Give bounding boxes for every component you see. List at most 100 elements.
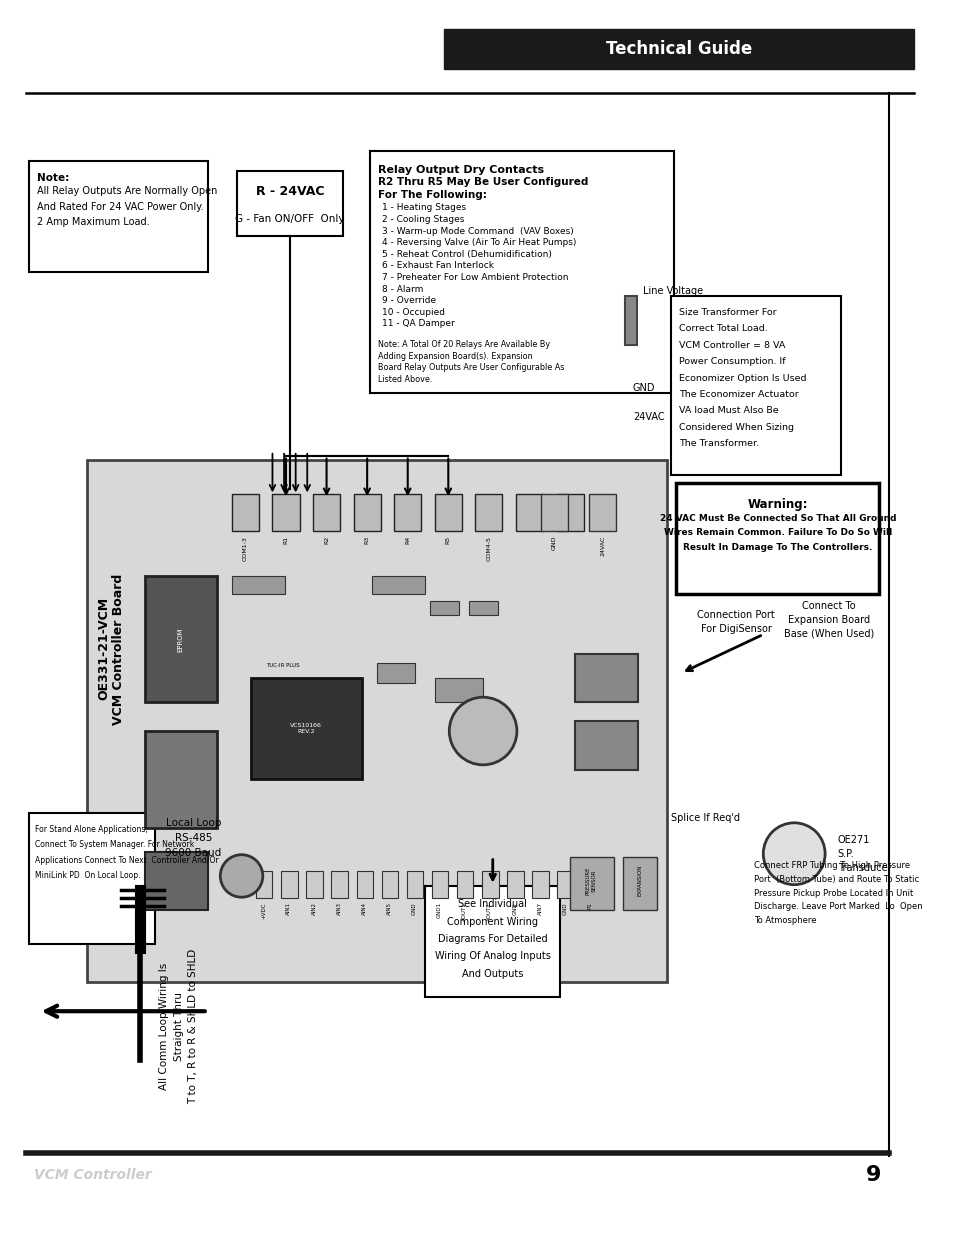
Bar (456, 871, 473, 898)
Bar (255, 871, 273, 898)
Text: AIN5: AIN5 (387, 902, 392, 915)
Bar (145, 731, 217, 827)
Text: Considered When Sizing: Considered When Sizing (679, 422, 794, 432)
Text: Discharge. Leave Port Marked  Lo  Open: Discharge. Leave Port Marked Lo Open (753, 902, 922, 911)
Bar (575, 653, 637, 701)
Text: VCS10166
REV.2: VCS10166 REV.2 (290, 722, 322, 734)
Text: P1: P1 (587, 902, 592, 909)
Circle shape (449, 698, 517, 764)
Text: Size Transformer For: Size Transformer For (679, 308, 776, 317)
Text: GND: GND (562, 902, 567, 915)
Bar (145, 852, 208, 910)
Text: AIN1: AIN1 (286, 902, 291, 915)
Text: 24 VAC Must Be Connected So That All Ground: 24 VAC Must Be Connected So That All Gro… (659, 514, 895, 522)
Text: Note: A Total Of 20 Relays Are Available By
Adding Expansion Board(s). Expansion: Note: A Total Of 20 Relays Are Available… (377, 340, 563, 384)
Text: Wires Remain Common. Failure To Do So Will: Wires Remain Common. Failure To Do So Wi… (663, 529, 891, 537)
Text: 11 - QA Damper: 11 - QA Damper (381, 320, 454, 329)
Text: VCM Controller: VCM Controller (33, 1167, 152, 1182)
Circle shape (220, 855, 262, 897)
Bar (507, 871, 523, 898)
Text: GND: GND (512, 902, 517, 915)
Text: AIN7: AIN7 (537, 902, 542, 915)
Text: AIN2: AIN2 (312, 902, 316, 915)
Bar (232, 494, 258, 531)
Text: VA load Must Also Be: VA load Must Also Be (679, 406, 778, 415)
Bar (557, 871, 574, 898)
Text: EXPANSION: EXPANSION (637, 864, 641, 897)
Text: Connect To
Expansion Board
Base (When Used): Connect To Expansion Board Base (When Us… (783, 600, 873, 638)
Bar (354, 494, 380, 531)
Text: Component Wiring: Component Wiring (447, 916, 537, 926)
Bar (481, 871, 498, 898)
Bar (435, 678, 482, 701)
Text: 10 - Occupied: 10 - Occupied (381, 308, 444, 317)
Text: Power Consumption. If: Power Consumption. If (679, 357, 785, 366)
Text: GND: GND (412, 902, 416, 915)
Bar (381, 871, 397, 898)
Bar (251, 678, 362, 779)
Text: 2 - Cooling Stages: 2 - Cooling Stages (381, 215, 463, 224)
Bar (232, 577, 285, 594)
Text: PRESSURE
SENSOR: PRESSURE SENSOR (585, 867, 596, 895)
Bar (306, 871, 322, 898)
Text: 2 Amp Maximum Load.: 2 Amp Maximum Load. (36, 217, 150, 227)
Text: R4: R4 (405, 536, 410, 545)
Text: 8 - Alarm: 8 - Alarm (381, 284, 422, 294)
Bar (29, 161, 208, 272)
Bar (370, 152, 674, 393)
Text: Line Voltage: Line Voltage (641, 287, 702, 296)
Bar (532, 871, 548, 898)
Text: R3: R3 (364, 536, 369, 545)
Text: All Relay Outputs Are Normally Open: All Relay Outputs Are Normally Open (36, 186, 217, 196)
Bar (676, 483, 879, 594)
Text: 5 - Reheat Control (Dehumidification): 5 - Reheat Control (Dehumidification) (381, 249, 551, 259)
Text: And Rated For 24 VAC Power Only.: And Rated For 24 VAC Power Only. (36, 201, 203, 211)
Text: For Stand Alone Applications,: For Stand Alone Applications, (34, 825, 148, 834)
Bar (575, 721, 637, 769)
Bar (281, 871, 297, 898)
Bar (236, 170, 343, 236)
Bar (394, 494, 421, 531)
Text: 6 - Exhaust Fan Interlock: 6 - Exhaust Fan Interlock (381, 262, 493, 270)
Text: The Economizer Actuator: The Economizer Actuator (679, 390, 799, 399)
Text: 9 - Override: 9 - Override (381, 296, 436, 305)
Bar (376, 663, 415, 683)
Bar (582, 871, 598, 898)
Text: COM1-3: COM1-3 (243, 536, 248, 561)
Bar (372, 577, 425, 594)
Text: Connect To System Manager. For Network: Connect To System Manager. For Network (34, 840, 193, 850)
Text: Technical Guide: Technical Guide (605, 40, 752, 58)
Text: Result In Damage To The Controllers.: Result In Damage To The Controllers. (682, 542, 872, 552)
Text: OE331-21-VCM
VCM Controller Board: OE331-21-VCM VCM Controller Board (97, 573, 125, 725)
Text: R2: R2 (324, 536, 329, 545)
Text: TUC-IR PLUS: TUC-IR PLUS (266, 663, 299, 668)
Bar (273, 494, 299, 531)
Bar (475, 494, 502, 531)
Bar (622, 857, 657, 910)
Text: +VDC: +VDC (261, 902, 266, 919)
Bar (589, 494, 616, 531)
Text: See Individual: See Individual (457, 899, 527, 909)
Text: Wiring Of Analog Inputs: Wiring Of Analog Inputs (435, 951, 550, 961)
Text: R5: R5 (445, 536, 451, 543)
Bar (556, 494, 583, 531)
Text: For The Following:: For The Following: (377, 190, 486, 200)
Text: And Outputs: And Outputs (461, 968, 523, 978)
Bar (425, 885, 559, 997)
Bar (540, 494, 568, 531)
Text: All Comm Loop Wiring Is
Straight Thru
T to T, R to R & SHLD to SHLD: All Comm Loop Wiring Is Straight Thru T … (159, 948, 198, 1104)
Text: GND: GND (552, 536, 557, 551)
Text: MiniLink PD  On Local Loop.: MiniLink PD On Local Loop. (34, 871, 140, 881)
Bar (671, 296, 840, 475)
Text: AIN4: AIN4 (361, 902, 366, 915)
Text: GND1: GND1 (436, 902, 441, 918)
Bar (570, 857, 613, 910)
Bar (516, 494, 542, 531)
Bar (430, 600, 458, 615)
Text: Connection Port
For DigiSensor: Connection Port For DigiSensor (697, 610, 774, 635)
Text: Connect FRP Tubing To High Pressure: Connect FRP Tubing To High Pressure (753, 862, 909, 871)
Text: 7 - Preheater For Low Ambient Protection: 7 - Preheater For Low Ambient Protection (381, 273, 568, 282)
Bar (444, 28, 913, 69)
Text: G - Fan ON/OFF  Only: G - Fan ON/OFF Only (234, 214, 344, 224)
Text: Applications Connect To Next  Controller And/Or: Applications Connect To Next Controller … (34, 856, 218, 864)
